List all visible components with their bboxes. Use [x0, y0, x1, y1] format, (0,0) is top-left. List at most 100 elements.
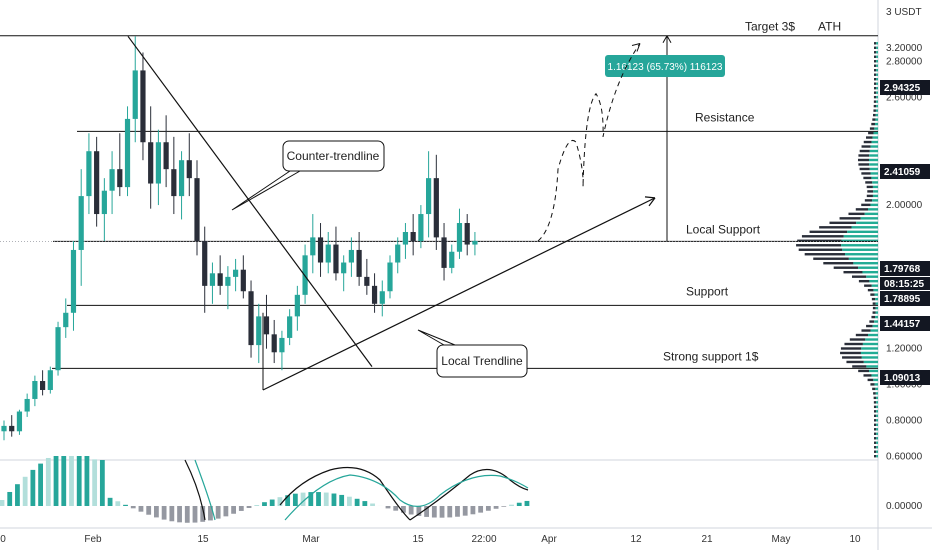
volume-profile-bar [874, 105, 876, 107]
macd-histogram-bar [347, 497, 352, 506]
candle-body [333, 245, 338, 274]
price-tag-label: 1.44157 [884, 319, 921, 330]
volume-profile-bar [867, 195, 873, 197]
volume-profile-bar [874, 424, 876, 426]
volume-profile-bar [876, 401, 878, 403]
volume-profile-bar [862, 271, 878, 273]
volume-profile-bar [874, 87, 876, 89]
level-label: Strong support 1$ [663, 349, 759, 363]
x-tick-label: Apr [541, 534, 557, 545]
x-tick-label: 21 [701, 534, 713, 545]
volume-profile-bar [842, 356, 862, 358]
volume-profile-bar [874, 406, 876, 408]
volume-profile-bar [875, 316, 878, 318]
volume-profile-bar [863, 177, 871, 179]
volume-profile-bar [870, 168, 878, 170]
x-tick-label: 15 [412, 534, 424, 545]
volume-profile-bar [872, 388, 875, 390]
volume-profile-bar [870, 204, 878, 206]
volume-profile-bar [876, 302, 878, 304]
volume-profile-bar [874, 442, 876, 444]
macd-histogram-bar [100, 460, 105, 506]
volume-profile-bar [874, 415, 876, 417]
macd-histogram-bar [316, 492, 321, 506]
macd-histogram-bar [92, 459, 97, 506]
volume-profile-bar [875, 123, 878, 125]
x-tick-label: 10 [849, 534, 861, 545]
volume-profile-bar [872, 298, 875, 300]
candle-body [117, 169, 122, 187]
volume-profile-bar [874, 132, 878, 134]
volume-profile-bar [876, 311, 878, 313]
volume-profile-bar [875, 293, 878, 295]
volume-profile-bar [873, 325, 878, 327]
macd-histogram-bar [386, 506, 391, 508]
candle-body [55, 327, 60, 370]
volume-profile-bar [874, 446, 876, 448]
volume-profile-bar [871, 172, 878, 174]
candle-body [32, 381, 37, 399]
volume-profile-bar [846, 361, 863, 363]
candle-body [125, 119, 130, 187]
candle-body [472, 241, 477, 245]
candle-body [48, 370, 53, 390]
volume-profile-bar [856, 222, 878, 224]
volume-profile-bar [876, 42, 878, 44]
volume-profile-bar [876, 109, 878, 111]
volume-profile-bar [850, 338, 866, 340]
volume-profile-bar [876, 105, 878, 107]
volume-profile-bar [840, 217, 861, 219]
y-tick-label: 3 USDT [886, 7, 922, 18]
volume-profile-bar [871, 177, 878, 179]
candle-body [202, 241, 207, 286]
volume-profile-bar [867, 190, 873, 192]
candle-body [434, 178, 439, 237]
volume-profile-bar [869, 159, 878, 161]
volume-profile-bar [874, 397, 876, 399]
volume-profile-bar [866, 136, 873, 138]
volume-profile-bar [876, 410, 878, 412]
candle-body [187, 160, 192, 178]
macd-histogram-bar [517, 503, 522, 506]
macd-histogram-bar [409, 506, 414, 514]
candle-body [86, 151, 91, 196]
macd-histogram-bar [185, 506, 190, 523]
volume-profile-bar [876, 114, 878, 116]
volume-profile-bar [876, 415, 878, 417]
volume-profile-bar [844, 235, 878, 237]
volume-profile-bar [874, 60, 876, 62]
volume-profile-bar [861, 329, 870, 331]
macd-histogram-bar [177, 506, 182, 522]
volume-profile-bar [874, 320, 878, 322]
price-tag-label: 1.09013 [884, 373, 921, 384]
x-tick-label: May [772, 534, 791, 545]
x-tick-label: 12 [630, 534, 642, 545]
macd-histogram-bar [69, 456, 74, 506]
macd-histogram-bar [139, 506, 144, 512]
volume-profile-bar [876, 87, 878, 89]
y-tick-label: 2.00000 [886, 200, 923, 211]
volume-profile-bar [873, 311, 876, 313]
macd-histogram-bar [471, 506, 476, 514]
volume-profile-bar [861, 217, 878, 219]
volume-profile-bar [802, 235, 844, 237]
candle-body [264, 316, 269, 334]
volume-profile-bar [874, 96, 876, 98]
volume-profile-bar [805, 253, 845, 255]
macd-histogram-bar [169, 506, 174, 521]
macd-histogram-bar [30, 470, 35, 506]
candle-body [256, 316, 261, 345]
volume-profile-bar [810, 231, 848, 233]
candle-body [357, 250, 362, 277]
volume-profile-bar [873, 114, 876, 116]
volume-profile-bar [874, 91, 876, 93]
macd-histogram-bar [108, 498, 113, 506]
candle-body [79, 196, 84, 250]
volume-profile-bar [870, 293, 874, 295]
candle-body [465, 223, 470, 245]
macd-histogram-bar [239, 506, 244, 511]
macd-histogram-bar [355, 499, 360, 506]
volume-profile-bar [871, 123, 875, 125]
